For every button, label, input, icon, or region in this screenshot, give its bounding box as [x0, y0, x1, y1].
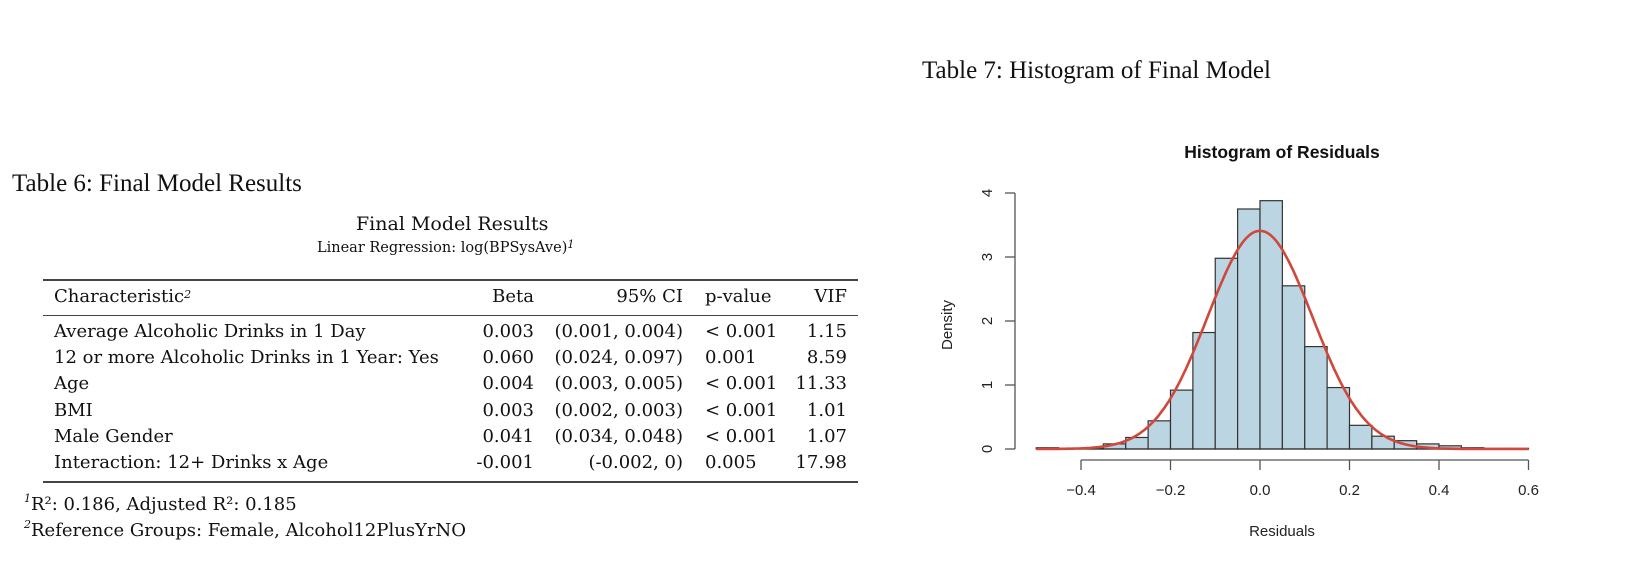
chart-title: Histogram of Residuals	[1184, 142, 1380, 162]
cell-vif: 1.01	[806, 400, 847, 421]
cell-pvalue: < 0.001	[705, 321, 778, 342]
cell-vif: 8.59	[806, 347, 847, 368]
cell-ci: (0.034, 0.048)	[554, 426, 683, 447]
cell-characteristic: Male Gender	[54, 426, 173, 447]
table-title: Final Model Results	[356, 213, 549, 235]
cell-beta: -0.001	[476, 452, 534, 473]
x-axis-label: Residuals	[1249, 523, 1315, 540]
header-ci: 95% CI	[616, 286, 683, 307]
histogram-bar	[1348, 424, 1373, 450]
cell-characteristic: Age	[54, 373, 90, 394]
cell-ci: (0.001, 0.004)	[554, 321, 683, 342]
footnote-marker: 1	[567, 238, 575, 251]
table-top-rule	[43, 279, 858, 281]
normal-density-curve	[1036, 229, 1529, 451]
cell-ci: (-0.002, 0)	[588, 452, 683, 473]
cell-beta: 0.060	[482, 347, 534, 368]
cell-vif: 17.98	[795, 452, 847, 473]
table-6-caption: Table 6: Final Model Results	[12, 170, 302, 197]
cell-vif: 11.33	[795, 373, 847, 394]
cell-ci: (0.003, 0.005)	[554, 373, 683, 394]
table-subtitle: Linear Regression: log(BPSysAve)1	[317, 238, 575, 256]
histogram-bar	[1169, 389, 1194, 450]
y-tick-label: 4	[979, 189, 996, 197]
histogram-bars	[1035, 200, 1530, 450]
cell-beta: 0.003	[482, 400, 534, 421]
header-characteristic: Characteristic2	[54, 286, 192, 307]
y-tick-label: 0	[979, 445, 996, 453]
histogram-bar	[1259, 200, 1283, 450]
histogram-bar	[1304, 346, 1328, 450]
cell-ci: (0.024, 0.097)	[554, 347, 683, 368]
x-tick-label: 0.6	[1518, 482, 1539, 499]
table-7-caption: Table 7: Histogram of Final Model	[922, 57, 1271, 84]
y-tick-label: 3	[979, 253, 996, 261]
y-axis-label: Density	[939, 299, 956, 350]
header-pvalue: p-value	[705, 286, 772, 307]
cell-beta: 0.041	[482, 426, 534, 447]
cell-vif: 1.15	[806, 321, 847, 342]
x-tick-label: −0.4	[1066, 482, 1096, 499]
histogram-bar	[1192, 331, 1216, 450]
x-tick-label: −0.2	[1156, 482, 1186, 499]
table-bottom-rule	[43, 481, 858, 483]
x-tick-label: 0.2	[1339, 482, 1360, 499]
cell-beta: 0.003	[482, 321, 534, 342]
x-tick-label: 0.0	[1250, 482, 1271, 499]
footnote-marker: 2	[184, 288, 192, 301]
cell-characteristic: 12 or more Alcoholic Drinks in 1 Year: Y…	[54, 347, 439, 368]
y-axis: 0 1 2 3 4	[979, 189, 1016, 453]
cell-pvalue: < 0.001	[705, 373, 778, 394]
header-vif: VIF	[814, 286, 847, 307]
header-beta: Beta	[492, 286, 534, 307]
x-tick-label: 0.4	[1429, 482, 1450, 499]
cell-pvalue: 0.005	[705, 452, 757, 473]
histogram-bar	[1326, 386, 1351, 450]
cell-vif: 1.07	[806, 426, 847, 447]
histogram-bar	[1281, 285, 1306, 450]
cell-pvalue: < 0.001	[705, 400, 778, 421]
cell-characteristic: BMI	[54, 400, 93, 421]
footnote-2: 2Reference Groups: Female, Alcohol12Plus…	[24, 518, 467, 541]
footnote-1: 1R²: 0.186, Adjusted R²: 0.185	[24, 492, 297, 515]
cell-ci: (0.002, 0.003)	[554, 400, 683, 421]
y-tick-label: 2	[979, 317, 996, 325]
y-tick-label: 1	[979, 381, 996, 389]
cell-beta: 0.004	[482, 373, 534, 394]
x-axis: −0.4 −0.2 0.0 0.2 0.4 0.6	[1066, 459, 1539, 499]
cell-characteristic: Interaction: 12+ Drinks x Age	[54, 452, 329, 473]
cell-pvalue: 0.001	[705, 347, 757, 368]
cell-pvalue: < 0.001	[705, 426, 778, 447]
cell-characteristic: Average Alcoholic Drinks in 1 Day	[54, 321, 366, 342]
table-header-rule	[43, 315, 858, 316]
